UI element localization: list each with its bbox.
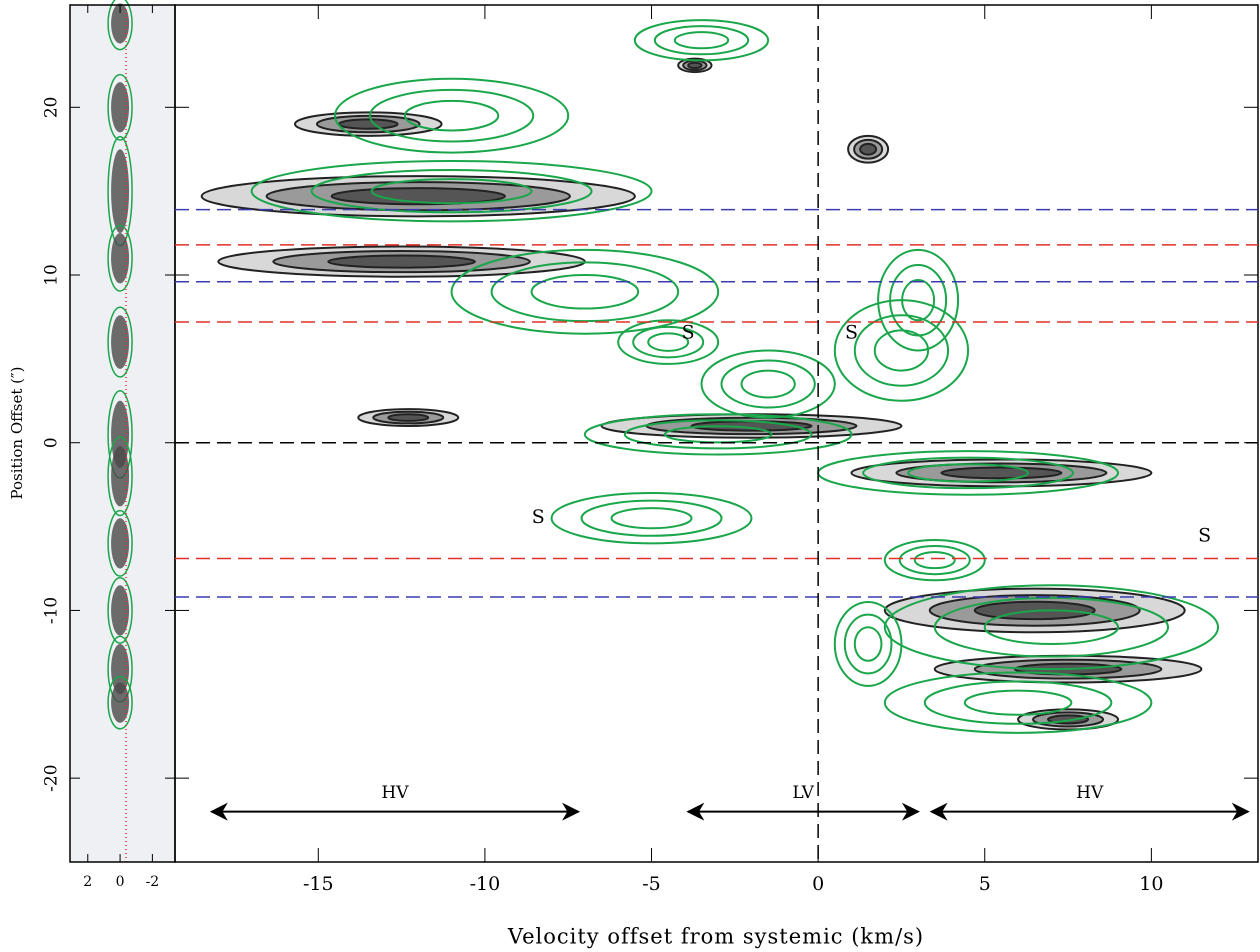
emission-contour bbox=[940, 466, 1063, 480]
range-label: HV bbox=[381, 783, 409, 803]
jet-knot bbox=[111, 643, 130, 695]
green-contour bbox=[663, 425, 773, 444]
emission-contour bbox=[327, 254, 476, 269]
green-contour bbox=[889, 263, 948, 337]
green-contour bbox=[740, 369, 796, 399]
green-contour bbox=[923, 680, 1113, 725]
x-tick-label: 0 bbox=[116, 874, 125, 890]
green-contour bbox=[633, 19, 770, 62]
x-tick-label: 0 bbox=[812, 873, 824, 895]
annotation: S bbox=[845, 322, 858, 344]
x-axis-label: Velocity offset from systemic (km/s) bbox=[507, 925, 924, 949]
jet-contour bbox=[107, 224, 133, 292]
jet-contour bbox=[107, 576, 133, 644]
y-tick-label: 20 bbox=[42, 96, 62, 118]
annotation: S bbox=[682, 322, 695, 344]
green-contour bbox=[450, 248, 720, 335]
jet-knot bbox=[111, 682, 130, 723]
x-tick-label: -10 bbox=[470, 873, 501, 895]
emission-contour bbox=[387, 413, 430, 422]
green-contour bbox=[653, 25, 750, 56]
green-contour bbox=[310, 169, 593, 214]
y-tick-label: -10 bbox=[42, 597, 62, 624]
green-contour bbox=[843, 613, 893, 675]
y-tick-label: -20 bbox=[42, 764, 62, 791]
green-contour bbox=[883, 538, 986, 582]
jet-knot bbox=[111, 3, 130, 44]
image-panel bbox=[107, 0, 133, 730]
x-tick-label: -5 bbox=[642, 873, 661, 895]
green-contour bbox=[700, 349, 836, 419]
jet-knot bbox=[111, 233, 130, 284]
green-contour bbox=[883, 671, 1153, 734]
green-contour bbox=[963, 689, 1073, 716]
green-contour bbox=[833, 601, 903, 687]
green-contour bbox=[632, 325, 705, 359]
green-contour bbox=[490, 261, 680, 323]
green-contour bbox=[580, 499, 723, 537]
jet-knot bbox=[111, 446, 130, 507]
green-contour bbox=[623, 419, 813, 450]
x-tick-label: -2 bbox=[146, 874, 160, 890]
green-contour bbox=[853, 314, 950, 387]
jet-knot bbox=[111, 518, 130, 569]
annotation: S bbox=[532, 506, 545, 528]
pv-panel bbox=[200, 19, 1220, 734]
x-tick-label: 2 bbox=[83, 874, 92, 890]
green-contour bbox=[873, 329, 930, 372]
green-contour bbox=[907, 463, 1030, 483]
green-contour bbox=[862, 456, 1075, 490]
green-contour bbox=[877, 248, 960, 352]
green-contour bbox=[853, 626, 883, 662]
green-contour bbox=[898, 545, 971, 576]
jet-contour bbox=[107, 509, 133, 577]
annotation: S bbox=[1198, 525, 1211, 547]
range-label: LV bbox=[792, 783, 814, 803]
range-label: HV bbox=[1076, 783, 1104, 803]
emission-contour bbox=[330, 187, 506, 206]
green-contour bbox=[617, 319, 720, 365]
x-tick-label: 5 bbox=[979, 873, 991, 895]
green-contour bbox=[883, 584, 1220, 671]
green-contour bbox=[610, 507, 693, 530]
pv-frame bbox=[174, 4, 1259, 863]
green-contour bbox=[530, 274, 640, 310]
jet-contour bbox=[107, 0, 133, 51]
jet-knot bbox=[111, 585, 130, 636]
jet-knot bbox=[111, 315, 130, 369]
y-tick-label: 0 bbox=[42, 437, 62, 448]
jet-contour bbox=[107, 73, 133, 141]
jet-contour bbox=[107, 675, 133, 730]
green-contour bbox=[550, 492, 753, 545]
jet-knot bbox=[111, 149, 130, 234]
green-contour bbox=[901, 279, 936, 322]
emission-contour bbox=[859, 142, 878, 156]
green-contour bbox=[370, 178, 533, 205]
x-tick-label: -15 bbox=[303, 873, 334, 895]
green-contour bbox=[720, 359, 816, 409]
green-contour bbox=[583, 413, 853, 456]
jet-knot bbox=[111, 82, 130, 133]
green-contour bbox=[333, 77, 570, 154]
jet-contour bbox=[107, 306, 133, 378]
y-tick-label: 10 bbox=[42, 264, 62, 286]
green-contour bbox=[673, 31, 730, 50]
green-contour bbox=[250, 159, 653, 223]
y-axis-label: Position Offset (″) bbox=[8, 367, 26, 500]
green-contour bbox=[403, 99, 500, 132]
jet-contour bbox=[107, 436, 133, 517]
green-contour bbox=[913, 551, 956, 570]
emission-contour bbox=[687, 61, 703, 70]
green-contour bbox=[647, 332, 690, 352]
green-contour bbox=[933, 596, 1170, 658]
green-contour bbox=[368, 88, 535, 143]
x-tick-label: 10 bbox=[1139, 873, 1163, 895]
green-contour bbox=[983, 609, 1120, 645]
emission-contour bbox=[337, 118, 399, 130]
